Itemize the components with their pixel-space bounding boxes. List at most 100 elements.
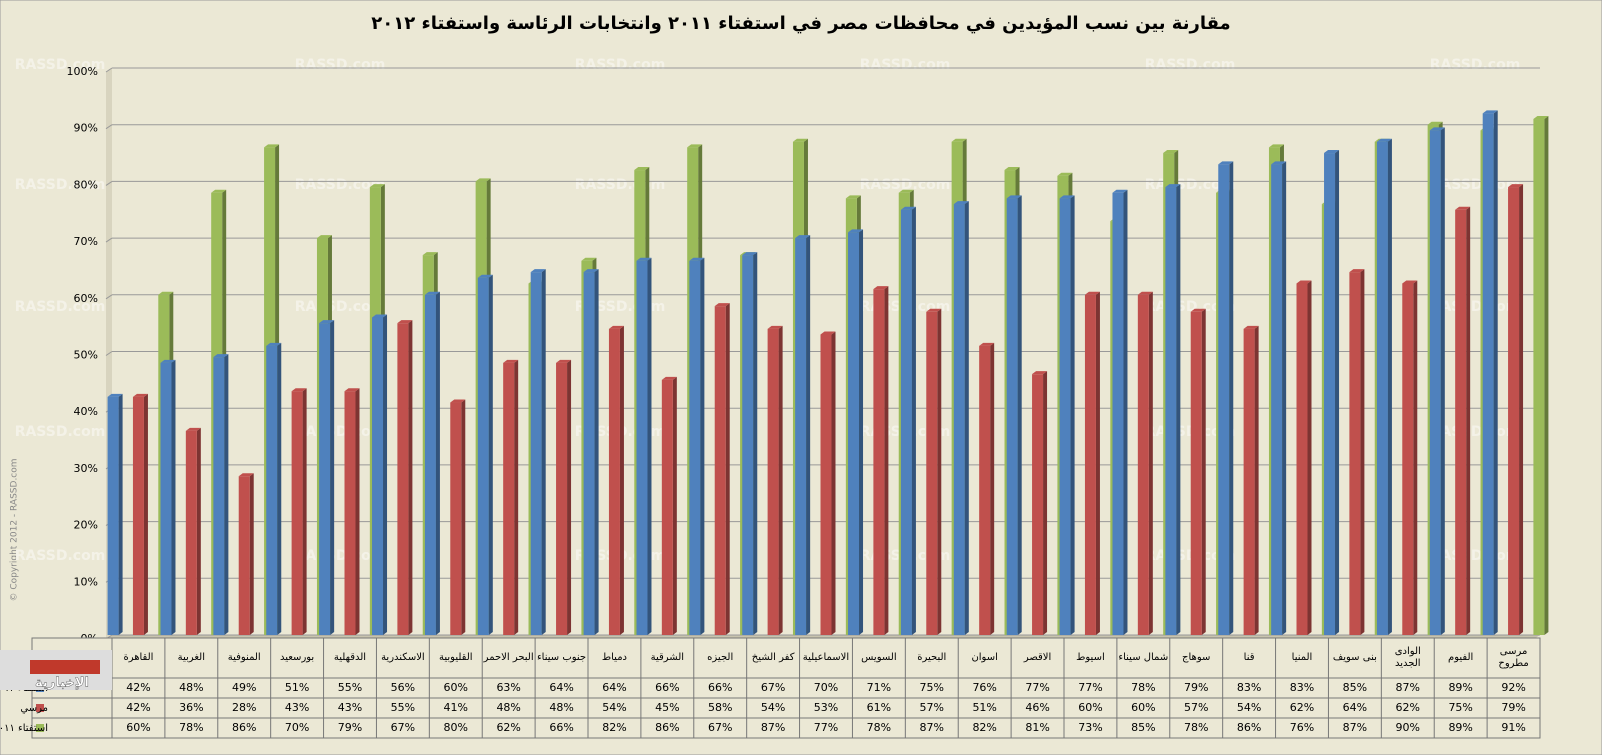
logo-mark: [30, 660, 100, 674]
x-tick-label: البحر الاحمر: [483, 652, 534, 663]
bar: [689, 260, 701, 635]
grid-line: [105, 294, 113, 300]
value-label: 41%: [444, 701, 468, 714]
category-cell: جنوب سيناء: [537, 652, 586, 663]
bar-side: [249, 473, 254, 635]
bar: [266, 345, 278, 635]
bar: [1137, 294, 1149, 635]
bar-side: [171, 359, 176, 635]
bar-top: [898, 189, 914, 193]
bar: [1402, 283, 1414, 635]
bar: [213, 357, 225, 635]
bar-top: [951, 138, 967, 142]
category-cell: الفيوم: [1448, 652, 1473, 663]
x-tick-label: البحيرة: [917, 652, 947, 663]
y-tick-label: 20%: [74, 519, 98, 532]
value-label: 79%: [1501, 701, 1525, 714]
value-label: 62%: [1290, 701, 1314, 714]
value-label: 28%: [232, 701, 256, 714]
y-tick-label: 10%: [74, 575, 98, 588]
value-label: 87%: [920, 721, 944, 734]
value-label: 77%: [1078, 681, 1102, 694]
x-tick-label: مرسى مطروح: [1498, 646, 1529, 669]
category-cell: بورسعيد: [280, 652, 314, 663]
bar: [344, 391, 356, 635]
bar-top: [714, 303, 730, 307]
category-cell: سوهاج: [1182, 652, 1211, 663]
bar-top: [687, 144, 703, 148]
bar-side: [594, 269, 599, 635]
chart-title: مقارنة بين نسب المؤيدين في محافظات مصر ف…: [371, 13, 1230, 34]
grid-line: [105, 124, 113, 130]
category-cell: الدقهلية: [334, 652, 366, 663]
bar: [979, 345, 991, 635]
value-label: 86%: [232, 721, 256, 734]
value-label: 82%: [972, 721, 996, 734]
value-label: 60%: [1078, 701, 1102, 714]
bar-top: [1084, 291, 1100, 295]
bar-top: [185, 427, 201, 431]
bar-top: [795, 235, 811, 239]
x-tick-label: المنوفية: [227, 652, 261, 663]
x-tick-label: قنا: [1243, 652, 1255, 663]
value-label: 76%: [972, 681, 996, 694]
bar: [1059, 198, 1071, 635]
value-label: 55%: [338, 681, 362, 694]
bar: [556, 362, 568, 635]
bar-top: [503, 359, 519, 363]
value-label: 62%: [496, 721, 520, 734]
bar-side: [1254, 325, 1259, 635]
legend-swatch: [36, 724, 44, 732]
bar: [661, 379, 673, 635]
bar-side: [1360, 269, 1365, 635]
value-label: 61%: [867, 701, 891, 714]
bar: [848, 232, 860, 635]
value-label: 81%: [1025, 721, 1049, 734]
bar-side: [355, 388, 360, 635]
value-label: 36%: [179, 701, 203, 714]
bar-side: [700, 257, 705, 635]
category-cell: الاسماعيلية: [803, 652, 849, 663]
value-label: 64%: [602, 681, 626, 694]
bar-side: [567, 359, 572, 635]
bar-top: [213, 354, 229, 358]
value-label: 42%: [126, 701, 150, 714]
bar-top: [1165, 184, 1181, 188]
value-label: 48%: [549, 701, 573, 714]
bar: [319, 323, 331, 635]
bar-top: [1190, 308, 1206, 312]
bar: [1429, 130, 1441, 635]
bar-side: [806, 235, 811, 635]
bar-top: [1508, 184, 1524, 188]
value-label: 66%: [549, 721, 573, 734]
bar-top: [792, 138, 808, 142]
bar-top: [107, 393, 123, 397]
value-label: 87%: [761, 721, 785, 734]
value-label: 83%: [1237, 681, 1261, 694]
bar-side: [488, 274, 493, 635]
bar-top: [953, 201, 969, 205]
bar-top: [211, 189, 227, 193]
legend-label: مرسي: [20, 703, 48, 714]
bar-side: [277, 342, 282, 635]
bar-side: [1176, 184, 1181, 635]
bar-top: [742, 252, 758, 256]
value-label: 54%: [761, 701, 785, 714]
x-tick-label: سوهاج: [1182, 652, 1211, 663]
category-cell: شمال سيناء: [1118, 652, 1168, 663]
bar: [1296, 283, 1308, 635]
bar-side: [1493, 110, 1498, 636]
bar-side: [1229, 161, 1234, 635]
watermark: RASSD.com: [575, 57, 666, 73]
bar-side: [435, 291, 440, 635]
bar: [107, 396, 119, 635]
y-tick-label: 90%: [74, 122, 98, 135]
bar-side: [1070, 195, 1075, 635]
value-label: 54%: [602, 701, 626, 714]
bar: [953, 204, 965, 635]
value-label: 79%: [1184, 681, 1208, 694]
bar-top: [1268, 144, 1284, 148]
y-tick-label: 50%: [74, 349, 98, 362]
bar: [372, 317, 384, 635]
bar-side: [1307, 280, 1312, 635]
